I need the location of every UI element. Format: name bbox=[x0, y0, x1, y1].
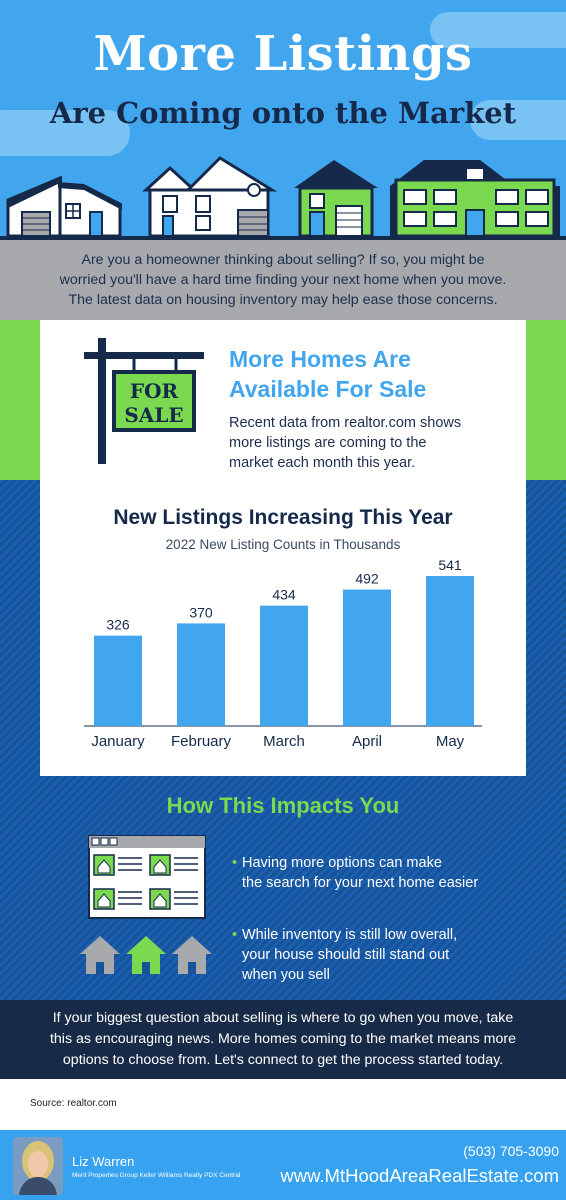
bar-april bbox=[343, 589, 391, 726]
sign-text-for: FOR bbox=[130, 379, 179, 403]
closing-line: options to choose from. Let's connect to… bbox=[62, 1052, 504, 1068]
chart-subtitle: 2022 New Listing Counts in Thousands bbox=[165, 537, 401, 552]
bar-february bbox=[177, 623, 225, 726]
cloud bbox=[0, 110, 130, 156]
bullet-line: While inventory is still low overall, bbox=[242, 927, 458, 943]
data-label: 492 bbox=[355, 571, 379, 587]
x-tick-label: January bbox=[91, 733, 145, 750]
data-label: 370 bbox=[189, 604, 213, 620]
sign-text-sale: SALE bbox=[124, 403, 183, 427]
data-label: 326 bbox=[106, 617, 130, 633]
content-card: FOR SALE More Homes Are Available For Sa… bbox=[40, 320, 526, 776]
page-subtitle: Are Coming onto the Market bbox=[49, 96, 517, 130]
browser-listings-icon bbox=[88, 835, 206, 919]
agent-company: Merit Properties Group Keller Williams R… bbox=[72, 1172, 241, 1179]
closing-band: If your biggest question about selling i… bbox=[0, 1000, 566, 1079]
x-tick-label: March bbox=[263, 733, 305, 750]
cloud bbox=[470, 100, 566, 140]
x-tick-label: February bbox=[171, 733, 232, 750]
closing-line: this as encouraging news. More homes com… bbox=[49, 1031, 517, 1047]
bar-chart: 326 January 370 February 434 March 492 April 541… bbox=[84, 560, 482, 750]
agent-name: Liz Warren bbox=[72, 1154, 135, 1169]
card-heading-line: More Homes Are bbox=[229, 346, 411, 372]
house-2 bbox=[142, 156, 278, 238]
hero-banner: More Listings Are Coming onto the Market bbox=[0, 0, 566, 240]
source-note: Source: realtor.com bbox=[30, 1098, 117, 1109]
impact-bullet: • Having more options can make the searc… bbox=[232, 853, 522, 893]
card-body: Recent data from realtor.com shows more … bbox=[229, 413, 499, 473]
avatar bbox=[13, 1137, 63, 1195]
card-body-line: market each month this year. bbox=[229, 455, 416, 471]
house-1 bbox=[6, 175, 122, 238]
card-heading: More Homes Are Available For Sale bbox=[229, 344, 509, 404]
impact-heading: How This Impacts You bbox=[166, 793, 400, 818]
bar-may bbox=[426, 576, 474, 726]
cloud bbox=[430, 12, 566, 48]
x-tick-label: April bbox=[352, 733, 382, 750]
houses-illustration bbox=[0, 156, 566, 240]
for-sale-sign-icon: FOR SALE bbox=[84, 338, 204, 464]
closing-line: If your biggest question about selling i… bbox=[52, 1010, 514, 1026]
card-heading-line: Available For Sale bbox=[229, 376, 427, 402]
bullet-line: your house should still stand out bbox=[242, 947, 450, 963]
agent-footer: Liz Warren Merit Properties Group Keller… bbox=[0, 1130, 566, 1200]
bullet-line: when you sell bbox=[242, 967, 330, 983]
intro-line: Are you a homeowner thinking about selli… bbox=[81, 252, 485, 268]
bullet-line: Having more options can make bbox=[242, 855, 442, 871]
chart-title: New Listings Increasing This Year bbox=[113, 506, 453, 529]
bar-march bbox=[260, 605, 308, 726]
data-label: 541 bbox=[438, 560, 462, 573]
card-body-line: more listings are coming to the bbox=[229, 435, 427, 451]
agent-phone[interactable]: (503) 705-3090 bbox=[463, 1143, 559, 1159]
three-houses-icon bbox=[80, 936, 212, 974]
bullet-dot: • bbox=[232, 855, 238, 871]
card-body-line: Recent data from realtor.com shows bbox=[229, 415, 462, 431]
intro-line: worried you'll have a hard time finding … bbox=[59, 272, 507, 288]
bullet-line: the search for your next home easier bbox=[242, 875, 479, 891]
intro-band: Are you a homeowner thinking about selli… bbox=[0, 240, 566, 320]
bar-january bbox=[94, 635, 142, 726]
house-4 bbox=[390, 160, 560, 238]
page-title: More Listings bbox=[93, 26, 473, 82]
data-label: 434 bbox=[272, 587, 296, 603]
house-3 bbox=[294, 160, 378, 238]
impact-bullet: • While inventory is still low overall, … bbox=[232, 925, 522, 985]
x-tick-label: May bbox=[436, 733, 465, 750]
bullet-dot: • bbox=[232, 927, 238, 943]
agent-website-link[interactable]: www.MtHoodAreaRealEstate.com bbox=[280, 1165, 559, 1186]
intro-line: The latest data on housing inventory may… bbox=[68, 292, 498, 308]
